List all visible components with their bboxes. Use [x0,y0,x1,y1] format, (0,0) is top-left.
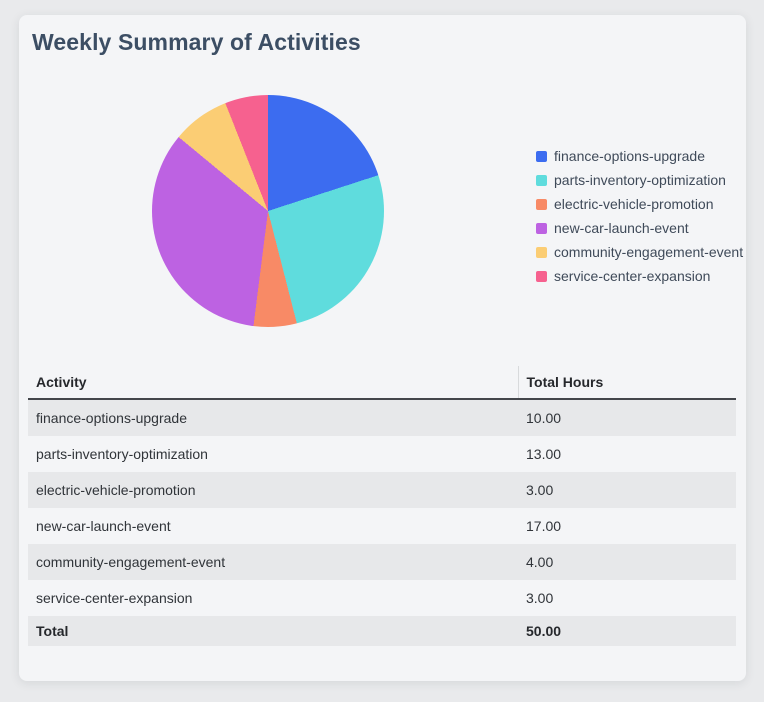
activities-table: Activity Total Hours finance-options-upg… [28,366,736,646]
legend-label: electric-vehicle-promotion [554,196,714,212]
table-total-row: Total 50.00 [28,616,736,646]
cell-total-hours: 10.00 [526,410,562,426]
legend-label: service-center-expansion [554,268,711,284]
column-header-activity: Activity [28,366,518,400]
legend-item: new-car-launch-event [536,220,743,237]
cell-activity: finance-options-upgrade [36,410,187,426]
table-row: electric-vehicle-promotion 3.00 [28,472,736,508]
table-header-row: Activity Total Hours [28,366,736,400]
page-title: Weekly Summary of Activities [32,29,361,55]
cell-activity: service-center-expansion [36,590,193,606]
legend-swatch-icon [536,199,547,210]
cell-activity: Total [36,623,69,639]
legend-swatch-icon [536,223,547,234]
cell-total-hours: 3.00 [526,482,554,498]
legend-label: parts-inventory-optimization [554,172,726,188]
table-row: community-engagement-event 4.00 [28,544,736,580]
cell-total-hours: 3.00 [526,590,554,606]
table-row: new-car-launch-event 17.00 [28,508,736,544]
column-header-total-hours: Total Hours [517,366,736,400]
cell-activity: community-engagement-event [36,554,226,570]
legend-label: community-engagement-event [554,244,744,260]
legend-swatch-icon [536,247,547,258]
legend-label: new-car-launch-event [554,220,689,236]
summary-card: Weekly Summary of Activities finance-opt… [19,15,746,681]
table-row: finance-options-upgrade 10.00 [28,399,736,436]
cell-activity: new-car-launch-event [36,518,171,534]
pie-chart [152,95,384,327]
legend-label: finance-options-upgrade [554,148,705,164]
cell-total-hours: 13.00 [526,446,562,462]
legend-item: community-engagement-event [536,244,743,261]
legend-item: electric-vehicle-promotion [536,196,743,213]
table-row: service-center-expansion 3.00 [28,580,736,616]
cell-total-hours: 4.00 [526,554,554,570]
legend-swatch-icon [536,151,547,162]
chart-legend: finance-options-upgrade parts-inventory-o… [536,148,743,285]
legend-item: parts-inventory-optimization [536,172,743,189]
cell-total-hours: 50.00 [526,623,562,639]
legend-item: service-center-expansion [536,268,743,285]
legend-swatch-icon [536,271,547,282]
table-body: finance-options-upgrade 10.00 parts-invent… [28,399,736,646]
table-row: parts-inventory-optimization 13.00 [28,436,736,472]
legend-swatch-icon [536,175,547,186]
cell-total-hours: 17.00 [526,518,562,534]
cell-activity: electric-vehicle-promotion [36,482,196,498]
cell-activity: parts-inventory-optimization [36,446,208,462]
legend-item: finance-options-upgrade [536,148,743,165]
